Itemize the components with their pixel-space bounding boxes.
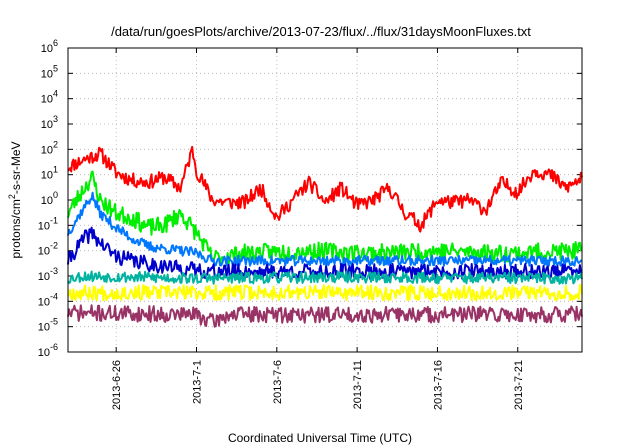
y-tick-base: 10 <box>41 119 53 131</box>
y-tick-exponent: 2 <box>53 139 58 149</box>
y-tick-base: 10 <box>41 94 53 106</box>
y-tick-exponent: -4 <box>50 291 58 301</box>
y-tick-label: 102 <box>41 139 58 156</box>
y-tick-label: 10-4 <box>38 291 58 308</box>
x-tick-label: 2013-7-21 <box>513 360 525 410</box>
y-tick-base: 10 <box>38 322 50 334</box>
chart-title: /data/run/goesPlots/archive/2013-07-23/f… <box>111 24 531 39</box>
y-axis-label-sup: 2 <box>7 194 17 199</box>
y-tick-labels: 10-610-510-410-310-210-11001011021031041… <box>38 38 58 359</box>
series-line-5 <box>67 270 583 285</box>
y-tick-exponent: 1 <box>53 165 58 175</box>
x-tick-label: 2013-7-6 <box>272 360 284 404</box>
y-tick-base: 10 <box>38 220 50 232</box>
y-tick-label: 100 <box>41 190 58 207</box>
series-line-1 <box>67 145 583 233</box>
y-tick-exponent: 5 <box>53 63 58 73</box>
y-tick-exponent: -2 <box>50 241 58 251</box>
y-tick-exponent: -1 <box>50 215 58 225</box>
y-tick-exponent: -3 <box>50 266 58 276</box>
plot-frame <box>67 47 583 353</box>
y-tick-exponent: 0 <box>53 190 58 200</box>
y-tick-label: 101 <box>41 165 58 182</box>
y-tick-label: 10-1 <box>38 215 58 232</box>
y-tick-exponent: -6 <box>50 342 58 352</box>
y-tick-label: 10-3 <box>38 266 58 283</box>
y-tick-base: 10 <box>41 170 53 182</box>
x-tick-label: 2013-6-26 <box>111 360 123 410</box>
y-tick-label: 104 <box>41 89 58 106</box>
y-tick-label: 10-6 <box>38 342 58 359</box>
y-tick-label: 106 <box>41 38 58 55</box>
x-tick-label: 2013-7-1 <box>192 360 204 404</box>
y-tick-exponent: 6 <box>53 38 58 48</box>
y-tick-label: 10-5 <box>38 317 58 334</box>
series-lines <box>67 145 583 328</box>
y-tick-base: 10 <box>41 195 53 207</box>
y-tick-base: 10 <box>38 347 50 359</box>
y-tick-label: 10-2 <box>38 241 58 258</box>
y-tick-base: 10 <box>38 271 50 283</box>
y-tick-base: 10 <box>38 296 50 308</box>
y-tick-label: 105 <box>41 63 58 80</box>
y-tick-label: 103 <box>41 114 58 131</box>
series-line-6 <box>67 284 583 302</box>
series-line-2 <box>67 170 583 266</box>
series-line-3 <box>67 191 583 267</box>
y-tick-base: 10 <box>41 68 53 80</box>
y-tick-base: 10 <box>41 144 53 156</box>
x-tick-label: 2013-7-16 <box>432 360 444 410</box>
y-tick-base: 10 <box>41 43 53 55</box>
y-axis-label-rest: -s-sr-MeV <box>9 141 23 194</box>
x-axis-label: Coordinated Universal Time (UTC) <box>228 431 412 445</box>
series-line-7 <box>67 304 583 328</box>
x-tick-labels: 2013-6-26 2013-7-1 2013-7-6 2013-7-11 2013-7… <box>111 360 525 410</box>
x-tick-label: 2013-7-11 <box>352 360 364 409</box>
y-tick-exponent: 3 <box>53 114 58 124</box>
y-tick-base: 10 <box>38 246 50 258</box>
y-axis-label-base: protons/cm <box>9 199 23 258</box>
y-axis-label: protons/cm2-s-sr-MeV <box>7 141 23 258</box>
y-tick-exponent: 4 <box>53 89 58 99</box>
y-tick-exponent: -5 <box>50 317 58 327</box>
